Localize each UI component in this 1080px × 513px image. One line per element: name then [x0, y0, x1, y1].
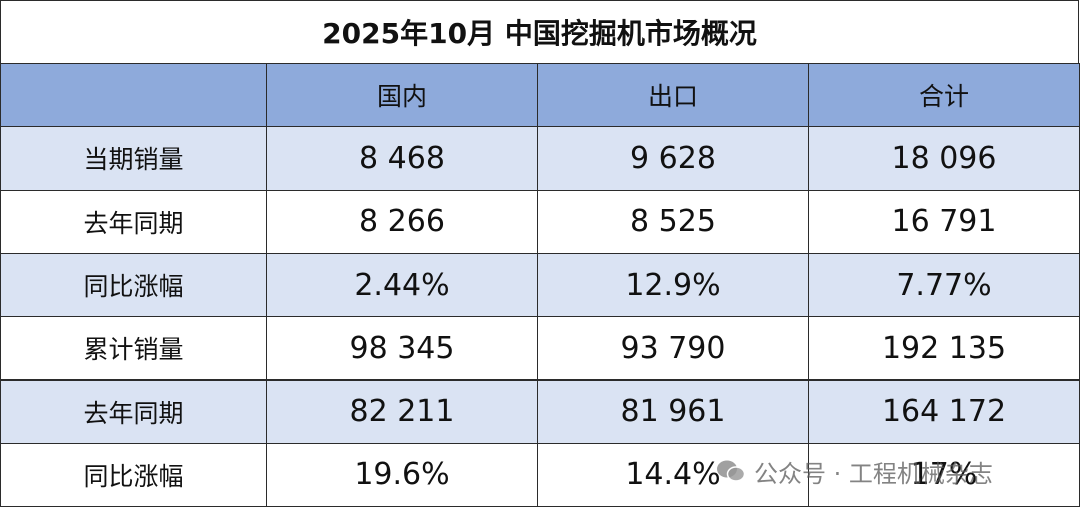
table-cell: 16 791 [808, 189, 1080, 254]
header-cell: 出口 [537, 63, 809, 128]
table-cell: 8 266 [266, 189, 538, 254]
row-label: 同比涨幅 [0, 252, 267, 318]
header-cell: 国内 [266, 63, 538, 128]
table-cell: 98 345 [266, 316, 538, 381]
table-cell: 164 172 [808, 379, 1080, 444]
row-label: 当期销量 [0, 126, 267, 191]
header-cell [0, 63, 267, 128]
row-label: 去年同期 [0, 189, 267, 254]
table-cell: 93 790 [537, 316, 809, 381]
table-cell: 82 211 [266, 379, 538, 444]
header-cell: 合计 [808, 63, 1080, 128]
table-cell: 8 468 [266, 126, 538, 191]
table-title: 2025年10月 中国挖掘机市场概况 [0, 0, 1079, 64]
row-label: 同比涨幅 [0, 442, 267, 508]
table-cell: 7.77% [808, 252, 1080, 318]
table-cell: 18 096 [808, 126, 1080, 191]
table-cell: 2.44% [266, 252, 538, 318]
table-cell: 19.6% [266, 442, 538, 508]
table-cell: 12.9% [537, 252, 809, 318]
table-cell: 14.4% [537, 442, 809, 508]
table-cell: 8 525 [537, 189, 809, 254]
table-cell: 81 961 [537, 379, 809, 444]
table-cell: 9 628 [537, 126, 809, 191]
row-label: 去年同期 [0, 379, 267, 444]
table-cell: 192 135 [808, 316, 1080, 381]
row-label: 累计销量 [0, 316, 267, 381]
table-cell: 17% [808, 442, 1080, 508]
